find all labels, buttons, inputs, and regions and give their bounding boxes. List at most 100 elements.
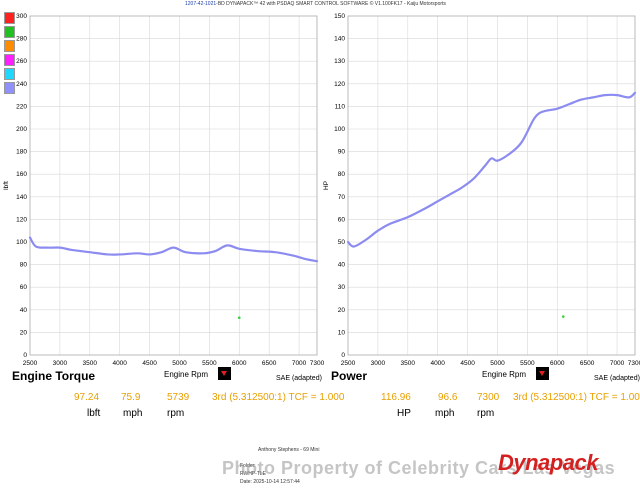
torque-y-tick-label: 260 xyxy=(16,58,27,65)
torque-y-tick-label: 240 xyxy=(16,81,27,88)
power-y-tick-label: 100 xyxy=(334,126,345,133)
left-panel-title: Engine Torque xyxy=(12,369,96,383)
channel-swatch[interactable] xyxy=(4,68,15,80)
torque-y-tick-label: 180 xyxy=(16,149,27,156)
power-y-tick-label: 130 xyxy=(334,58,345,65)
torque-y-tick-label: 0 xyxy=(23,352,27,359)
power-x-tick-label: 5000 xyxy=(490,360,505,367)
power-series-line xyxy=(346,91,637,248)
right-readout-unit-2: mph xyxy=(435,408,455,419)
torque-cursor-marker xyxy=(237,316,241,320)
power-y-tick-label: 10 xyxy=(338,329,346,336)
torque-y-tick-label: 200 xyxy=(16,126,27,133)
footer-folder-label: Folder: xyxy=(240,463,256,469)
left-readout-unit-3: rpm xyxy=(167,408,185,419)
torque-y-tick-label: 80 xyxy=(20,262,28,269)
left-readout-value-2: 75.9 xyxy=(121,392,141,403)
torque-x-tick-label: 2500 xyxy=(23,360,38,367)
torque-x-tick-label: 3500 xyxy=(83,360,98,367)
left-readout-unit-1: lbft xyxy=(87,408,101,419)
channel-swatch[interactable] xyxy=(4,40,15,52)
torque-x-tick-label: 4000 xyxy=(112,360,127,367)
right-readout-unit-1: HP xyxy=(397,408,411,419)
torque-x-tick-label: 4500 xyxy=(142,360,157,367)
channel-swatch[interactable] xyxy=(4,82,15,94)
right-readout-value-3: 7300 xyxy=(477,392,500,403)
right-panel-title: Power xyxy=(331,369,368,383)
power-x-tick-label: 6500 xyxy=(580,360,595,367)
power-y-tick-label: 70 xyxy=(338,194,346,201)
power-x-tick-label: 7000 xyxy=(610,360,625,367)
channel-swatch[interactable] xyxy=(4,54,15,66)
power-x-tick-label: 7300 xyxy=(628,360,640,367)
left-dropdown-button[interactable] xyxy=(218,367,231,380)
torque-y-tick-label: 120 xyxy=(16,216,27,223)
torque-y-tick-label: 160 xyxy=(16,171,27,178)
torque-y-axis-label: lbft xyxy=(3,181,10,190)
torque-x-tick-label: 5000 xyxy=(172,360,187,367)
run-id: 1207-42-1021- xyxy=(185,1,218,7)
right-gear-info: 3rd (5.312500:1) TCF = 1.000 xyxy=(513,392,640,403)
torque-y-tick-label: 100 xyxy=(16,239,27,246)
power-y-tick-label: 120 xyxy=(334,81,345,88)
header-text: BD DYNAPACK™ 42 with PSDAQ SMART CONTROL… xyxy=(217,1,446,7)
left-readout-value-3: 5739 xyxy=(167,392,190,403)
power-plot-frame xyxy=(347,15,636,356)
right-sae-label: SAE (adapted) xyxy=(594,375,640,382)
torque-y-tick-label: 20 xyxy=(20,329,28,336)
right-readout-value-2: 96.6 xyxy=(438,392,458,403)
power-cursor-marker xyxy=(561,315,565,318)
power-y-tick-label: 140 xyxy=(334,36,345,43)
right-dropdown-button[interactable] xyxy=(536,367,549,380)
footer-date: Date: 2025-10-14 12:57:44 xyxy=(240,479,300,485)
torque-y-tick-label: 40 xyxy=(20,307,28,314)
power-x-tick-label: 3500 xyxy=(401,360,416,367)
left-gear-info: 3rd (5.312500:1) TCF = 1.000 xyxy=(212,392,345,403)
torque-plot-frame xyxy=(29,15,318,356)
power-y-tick-label: 30 xyxy=(338,284,346,291)
torque-y-tick-label: 60 xyxy=(20,284,28,291)
watermark: Photo Property of Celebrity Cars Las Veg… xyxy=(222,458,616,478)
torque-y-tick-label: 220 xyxy=(16,103,27,110)
torque-x-tick-label: 6500 xyxy=(262,360,277,367)
power-y-tick-label: 80 xyxy=(338,171,346,178)
power-y-tick-label: 0 xyxy=(341,352,345,359)
torque-x-tick-label: 7300 xyxy=(310,360,325,367)
power-x-tick-label: 3000 xyxy=(371,360,386,367)
power-y-tick-label: 110 xyxy=(335,103,346,110)
power-y-tick-label: 50 xyxy=(338,239,346,246)
dynapack-logo: Dynapack xyxy=(498,450,598,475)
right-x-axis-label: Engine Rpm xyxy=(482,370,527,379)
left-sae-label: SAE (adapted) xyxy=(276,375,322,382)
torque-x-tick-label: 5500 xyxy=(202,360,217,367)
left-readout-value-1: 97.24 xyxy=(74,392,100,403)
power-y-tick-label: 90 xyxy=(338,149,346,156)
torque-y-tick-label: 140 xyxy=(16,194,27,201)
right-readout-value-1: 116.96 xyxy=(381,392,411,403)
power-x-tick-label: 2500 xyxy=(341,360,356,367)
power-x-tick-label: 6000 xyxy=(550,360,565,367)
header-bar: 1207-42-1021-BD DYNAPACK™ 42 with PSDAQ … xyxy=(185,1,446,7)
power-x-tick-label: 5500 xyxy=(520,360,535,367)
torque-x-tick-label: 7000 xyxy=(292,360,307,367)
power-x-tick-label: 4000 xyxy=(430,360,445,367)
power-y-tick-label: 20 xyxy=(338,307,346,314)
power-y-tick-label: 150 xyxy=(334,13,345,20)
torque-y-tick-label: 300 xyxy=(16,13,27,20)
left-x-axis-label: Engine Rpm xyxy=(164,370,209,379)
torque-x-tick-label: 3000 xyxy=(53,360,68,367)
channel-swatches xyxy=(4,12,15,96)
power-y-tick-label: 60 xyxy=(338,216,346,223)
power-y-tick-label: 40 xyxy=(338,262,346,269)
footer-file: RWHP-TLE xyxy=(240,471,267,477)
channel-swatch[interactable] xyxy=(4,12,15,24)
torque-series-line xyxy=(28,236,319,263)
channel-swatch[interactable] xyxy=(4,26,15,38)
right-readout-unit-3: rpm xyxy=(477,408,495,419)
torque-y-tick-label: 280 xyxy=(16,36,27,43)
left-readout-unit-2: mph xyxy=(123,408,143,419)
torque-x-tick-label: 6000 xyxy=(232,360,247,367)
power-x-tick-label: 4500 xyxy=(460,360,475,367)
power-y-axis-label: HP xyxy=(323,181,330,190)
